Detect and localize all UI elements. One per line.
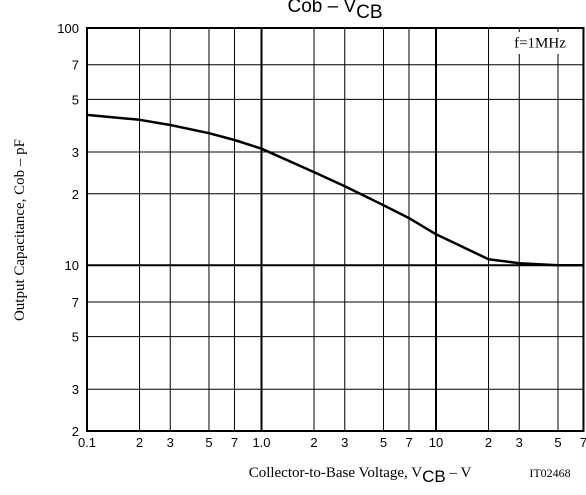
x-tick-label: 2 bbox=[485, 435, 492, 450]
figure-code: IT02468 bbox=[529, 466, 570, 480]
annotation: f=1MHz bbox=[514, 35, 566, 51]
x-tick-label: 7 bbox=[405, 435, 412, 450]
y-tick-label: 5 bbox=[72, 92, 79, 107]
annotation-box bbox=[500, 32, 580, 54]
x-label-subscript: CB bbox=[422, 467, 446, 486]
x-label-text: Collector-to-Base Voltage, V bbox=[249, 465, 423, 481]
x-tick-label: 2 bbox=[136, 435, 143, 450]
x-tick-label: 5 bbox=[554, 435, 561, 450]
x-tick-label: 10 bbox=[429, 435, 443, 450]
title-text: Cob – V bbox=[287, 0, 356, 17]
y-tick-label: 3 bbox=[72, 382, 79, 397]
x-tick-label: 5 bbox=[380, 435, 387, 450]
y-tick-label: 3 bbox=[72, 145, 79, 160]
y-axis-label: Output Capacitance, Cob – pF bbox=[12, 139, 28, 321]
data-line bbox=[86, 113, 584, 267]
x-tick-label: 5 bbox=[205, 435, 212, 450]
x-axis-label: Collector-to-Base Voltage, VCB – V bbox=[249, 465, 472, 486]
x-label-unit: – V bbox=[446, 465, 472, 481]
y-tick-label: 2 bbox=[72, 424, 79, 439]
x-tick-label: 3 bbox=[516, 435, 523, 450]
chart-title: Cob – VCB bbox=[287, 0, 382, 23]
y-tick-label: 7 bbox=[72, 58, 79, 73]
y-tick-label: 100 bbox=[57, 21, 79, 36]
y-tick-label: 10 bbox=[65, 258, 79, 273]
x-tick-label: 3 bbox=[167, 435, 174, 450]
x-tick-label: 3 bbox=[341, 435, 348, 450]
y-tick-label: 2 bbox=[72, 187, 79, 202]
x-tick-label: 2 bbox=[310, 435, 317, 450]
x-tick-label: 7 bbox=[231, 435, 238, 450]
y-tick-label: 7 bbox=[72, 295, 79, 310]
x-tick-label: 0.1 bbox=[78, 435, 96, 450]
x-tick-label: 7 bbox=[580, 435, 586, 450]
y-tick-label: 5 bbox=[72, 330, 79, 345]
title-subscript: CB bbox=[356, 2, 382, 23]
plot-frame bbox=[86, 27, 585, 432]
x-tick-label: 1.0 bbox=[252, 435, 270, 450]
